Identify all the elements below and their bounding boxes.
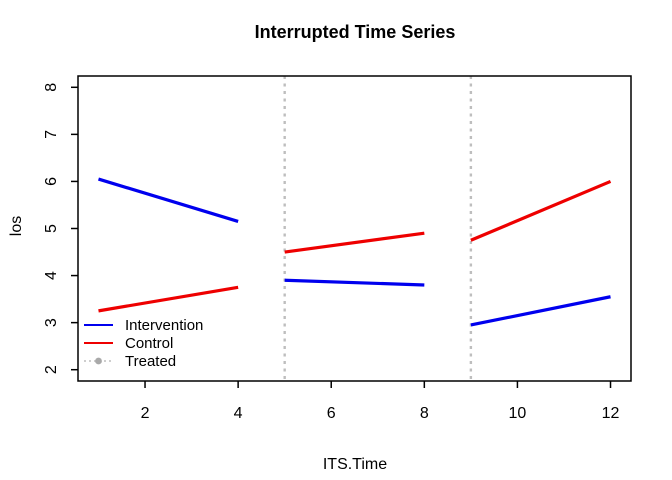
control-line-segment-2 bbox=[284, 231, 425, 254]
y-tick-label-6: 6 bbox=[43, 177, 60, 186]
y-tick-label-3: 3 bbox=[43, 318, 60, 327]
x-tick-label-2: 2 bbox=[141, 405, 150, 422]
y-axis-label: los bbox=[8, 215, 25, 237]
intervention-line-segment-2 bbox=[284, 278, 425, 287]
chart-title: Interrupted Time Series bbox=[254, 22, 456, 42]
legend-label-control: Control bbox=[125, 335, 173, 352]
y-tick-label-8: 8 bbox=[43, 83, 60, 92]
legend-marker-treated-circle-icon bbox=[95, 357, 102, 365]
y-tick-label-4: 4 bbox=[43, 271, 60, 280]
x-tick-label-8: 8 bbox=[420, 405, 429, 422]
y-tick-label-5: 5 bbox=[43, 224, 60, 233]
legend-label-intervention: Intervention bbox=[125, 317, 203, 334]
y-tick-label-2: 2 bbox=[43, 365, 60, 374]
y-tick-label-7: 7 bbox=[43, 130, 60, 139]
x-tick-label-4: 4 bbox=[234, 405, 243, 422]
x-tick-label-12: 12 bbox=[602, 405, 620, 422]
legend-label-treated: Treated bbox=[125, 353, 176, 370]
x-tick-label-10: 10 bbox=[509, 405, 527, 422]
intervention-line-segment-1 bbox=[98, 177, 239, 223]
control-line-segment-3 bbox=[470, 179, 612, 242]
x-axis-label: ITS.Time bbox=[322, 456, 388, 473]
x-tick-label-6: 6 bbox=[327, 405, 336, 422]
control-line-segment-1 bbox=[98, 285, 239, 313]
intervention-line-segment-3 bbox=[470, 295, 611, 327]
